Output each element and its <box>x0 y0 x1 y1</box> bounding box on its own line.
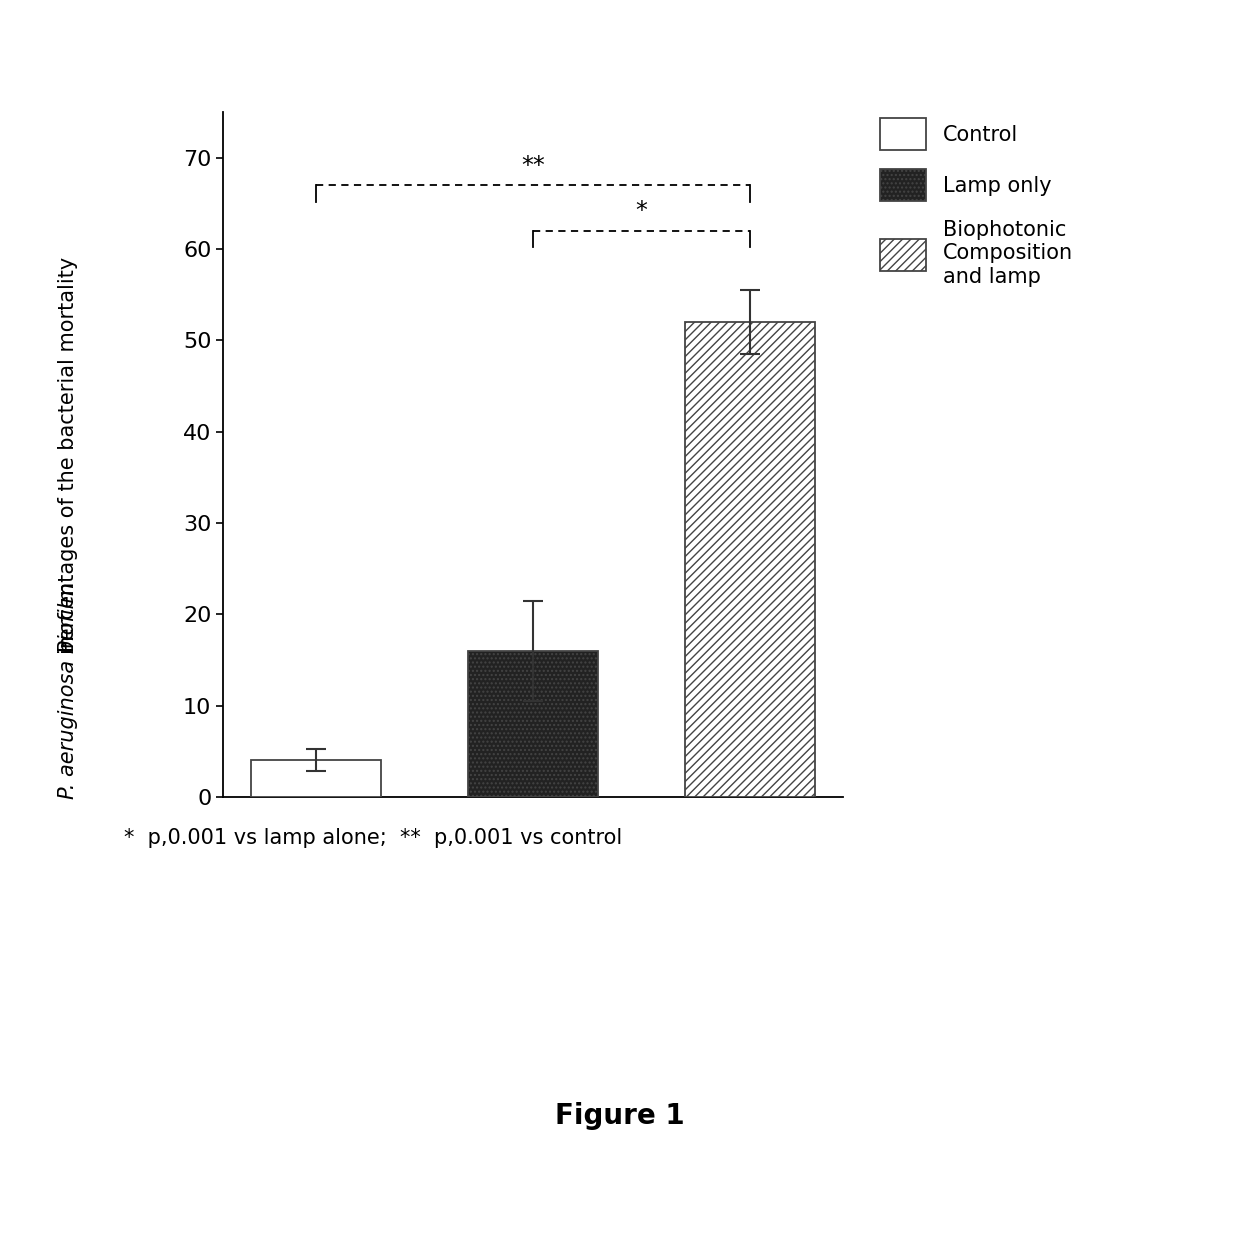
Text: P. aeruginosa biofilm: P. aeruginosa biofilm <box>58 583 78 799</box>
Text: *  p,0.001 vs lamp alone;  **  p,0.001 vs control: * p,0.001 vs lamp alone; ** p,0.001 vs c… <box>124 828 622 848</box>
Bar <box>252 761 382 797</box>
Bar <box>684 322 815 797</box>
Legend: Control, Lamp only, Biophotonic
Composition
and lamp: Control, Lamp only, Biophotonic Composit… <box>874 112 1079 293</box>
Text: *: * <box>636 199 647 223</box>
Bar <box>469 651 598 797</box>
Text: **: ** <box>521 154 546 178</box>
Text: Percentages of the bacterial mortality: Percentages of the bacterial mortality <box>58 256 78 652</box>
Text: Figure 1: Figure 1 <box>556 1102 684 1129</box>
Text: in: in <box>58 629 78 654</box>
